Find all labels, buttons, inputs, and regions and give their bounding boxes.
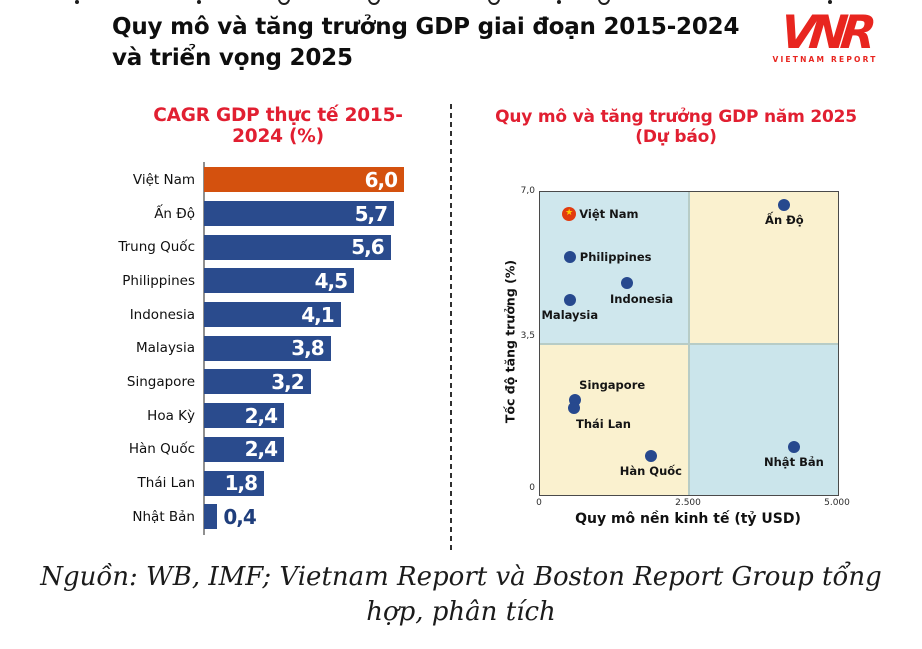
page-title-line1: Quy mô và tăng trưởng GDP giai đoạn 2015… [112, 14, 740, 40]
y-tick-7: 7,0 [520, 186, 535, 196]
scatter-dot [644, 450, 657, 463]
bar-row: Hoa Kỳ 2,4 [56, 399, 460, 433]
scatter-plot: ★ Việt Nam Ấn Độ Philippines Indonesia Malays… [539, 191, 839, 496]
x-tick-2500: 2.500 [675, 498, 701, 508]
source-note: Nguồn: WB, IMF; Vietnam Report và Boston… [0, 560, 922, 630]
scatter-point-label: Hàn Quốc [619, 464, 682, 479]
bar-category-label: Philippines [122, 272, 195, 289]
quadrant-divider-horizontal [540, 342, 838, 345]
vnr-logo-subtext: VIETNAM REPORT [772, 55, 878, 64]
quadrant-bottom-right [689, 343, 838, 495]
bar: 1,8 [204, 470, 264, 496]
bar-row: Indonesia 4,1 [56, 298, 460, 332]
panel-divider [450, 104, 452, 554]
bar-category-label: Malaysia [136, 340, 195, 357]
bar-category-label: Thái Lan [137, 475, 195, 492]
scatter-dot [567, 402, 580, 415]
bar: 3,2 [204, 369, 311, 395]
bar-category-label: Ấn Độ [154, 205, 195, 222]
x-tick-5000: 5.000 [824, 498, 850, 508]
bar-row: Malaysia 3,8 [56, 331, 460, 365]
bar-category-label: Hoa Kỳ [147, 407, 195, 424]
bar-value-label: 5,6 [351, 235, 384, 260]
y-tick-0: 0 [529, 483, 535, 493]
bar-row: Philippines 4,5 [56, 264, 460, 298]
vnr-logo-text: VNR [777, 5, 873, 59]
x-tick-0: 0 [536, 498, 542, 508]
right-panel-title: Quy mô và tăng trưởng GDP năm 2025 (Dự b… [495, 107, 857, 147]
bar: 3,8 [204, 335, 331, 361]
cropped-text-fragment [278, 0, 290, 5]
bar-row: Nhật Bản 0,4 [56, 500, 460, 534]
cropped-text-fragment [368, 0, 380, 5]
cropped-text-fragment [197, 0, 201, 4]
scatter-point-label: Ấn Độ [765, 212, 804, 227]
bar-row: Thái Lan 1,8 [56, 466, 460, 500]
y-tick-3_5: 3,5 [520, 331, 535, 341]
scatter-dot [787, 441, 800, 454]
cropped-text-fragment [488, 0, 500, 5]
bar [204, 504, 218, 530]
cropped-text-fragment [75, 0, 79, 4]
page-title: Quy mô và tăng trưởng GDP giai đoạn 2015… [112, 12, 739, 74]
scatter-dot [563, 294, 576, 307]
bar-value-label: 4,1 [301, 302, 334, 327]
bar: 6,0 [204, 167, 404, 193]
star-icon: ★ [565, 208, 574, 219]
scatter-dot [778, 198, 791, 211]
bar-value-label: 3,2 [271, 369, 304, 394]
bar: 4,5 [204, 268, 354, 294]
bar: 5,7 [204, 201, 394, 227]
bar: 4,1 [204, 302, 341, 328]
quadrant-top-right [689, 192, 838, 344]
bar-row: Việt Nam 6,0 [56, 163, 460, 197]
scatter-point-label: Singapore [579, 377, 646, 392]
scatter-y-axis-title: Tốc độ tăng trưởng (%) [502, 259, 518, 424]
bar-category-label: Singapore [126, 373, 195, 390]
bar-category-label: Trung Quốc [118, 239, 195, 256]
bar-row: Trung Quốc 5,6 [56, 230, 460, 264]
scatter-x-axis-title: Quy mô nền kinh tế (tỷ USD) [575, 511, 801, 527]
vietnam-report-logo: VNR VIETNAM REPORT [760, 5, 890, 64]
bar-value-label: 3,8 [291, 336, 324, 361]
scatter-point-label: Philippines [579, 249, 652, 264]
bar: 2,4 [204, 403, 284, 429]
scatter-point-label: Việt Nam [579, 206, 639, 221]
scatter-dot-vietnam-flag: ★ [562, 206, 577, 221]
bar-category-label: Hàn Quốc [128, 441, 195, 458]
cropped-text-fragment [598, 0, 610, 5]
scatter-point-label: Thái Lan [575, 417, 631, 432]
cropped-text-fragment [828, 0, 832, 4]
cropped-text-fragment [557, 0, 561, 4]
bar-value-label: 2,4 [244, 403, 278, 428]
bar: 5,6 [204, 234, 391, 260]
source-note-line2: hợp, phân tích [366, 597, 556, 627]
bar-row: Ấn Độ 5,7 [56, 197, 460, 231]
left-panel-title: CAGR GDP thực tế 2015-2024 (%) [153, 105, 403, 147]
scatter-dot [563, 250, 576, 263]
bar-value-label: 4,5 [314, 268, 348, 293]
quadrant-bottom-left [540, 343, 689, 495]
bar-row: Hàn Quốc 2,4 [56, 433, 460, 467]
source-note-line1: Nguồn: WB, IMF; Vietnam Report và Boston… [40, 562, 882, 592]
bar-value-label: 2,4 [244, 437, 278, 462]
bar-value-label: 5,7 [354, 201, 388, 226]
scatter-point-label: Malaysia [541, 308, 599, 323]
scatter-dot [621, 276, 634, 289]
page-title-line2: và triển vọng 2025 [112, 45, 353, 71]
bar-category-label: Nhật Bản [132, 508, 195, 525]
bar-value-label: 6,0 [364, 167, 398, 192]
bar-chart: Việt Nam 6,0 Ấn Độ 5,7 Trung Quốc 5,6 Philippi… [56, 163, 460, 534]
scatter-point-label: Indonesia [610, 291, 674, 306]
bar-row: Singapore 3,2 [56, 365, 460, 399]
scatter-point-label: Nhật Bản [763, 455, 824, 470]
bar-value-label: 1,8 [224, 471, 258, 496]
bar-category-label: Indonesia [129, 306, 195, 323]
bar: 2,4 [204, 436, 284, 462]
bar-category-label: Việt Nam [132, 171, 195, 188]
bar-value-label: 0,4 [223, 504, 256, 529]
